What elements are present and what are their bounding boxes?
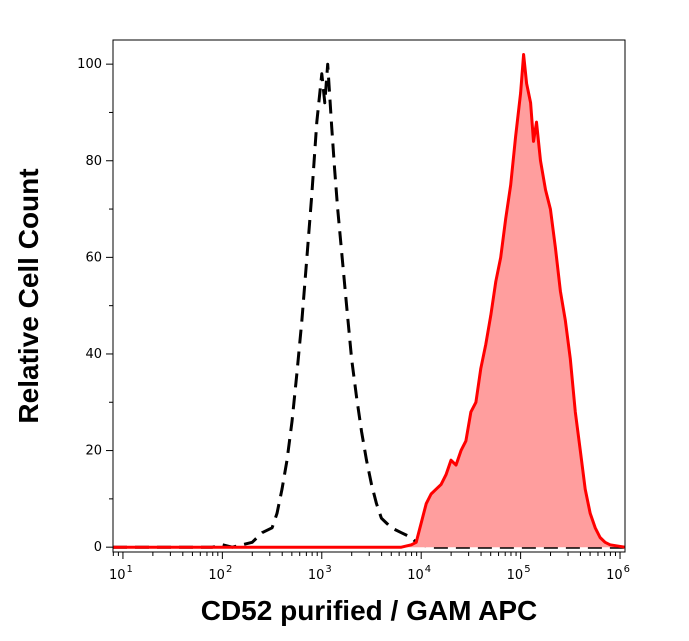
y-tick-label: 0: [94, 540, 102, 555]
x-tick-label: 106: [606, 564, 630, 583]
x-tick-exponent: 6: [624, 564, 630, 575]
x-tick-label: 101: [109, 564, 133, 583]
y-axis: 0 20 40 60 80 100: [77, 57, 113, 555]
y-axis-label: Relative Cell Count: [13, 168, 44, 423]
series-layer: [113, 53, 626, 549]
x-axis: 101 102 103 104 105 106: [109, 552, 630, 583]
y-tick-label: 80: [85, 154, 102, 169]
x-tick-label: 103: [308, 564, 332, 583]
x-tick-exponent: 3: [325, 564, 331, 575]
y-tick-label: 100: [77, 57, 102, 72]
x-tick-label: 104: [407, 564, 431, 583]
x-tick-exponent: 5: [524, 564, 530, 575]
x-tick-exponent: 4: [425, 564, 431, 575]
series-line-0: [113, 62, 625, 549]
y-tick-label: 20: [85, 444, 102, 459]
series-area-1: [113, 54, 625, 548]
x-tick-label: 102: [208, 564, 232, 583]
y-tick-label: 60: [85, 250, 102, 265]
x-tick-exponent: 1: [127, 564, 133, 575]
y-tick-label: 40: [85, 347, 102, 362]
x-axis-label: CD52 purified / GAM APC: [201, 595, 538, 626]
x-tick-label: 105: [507, 564, 531, 583]
series-line-1: [113, 53, 626, 549]
x-tick-exponent: 2: [226, 564, 232, 575]
